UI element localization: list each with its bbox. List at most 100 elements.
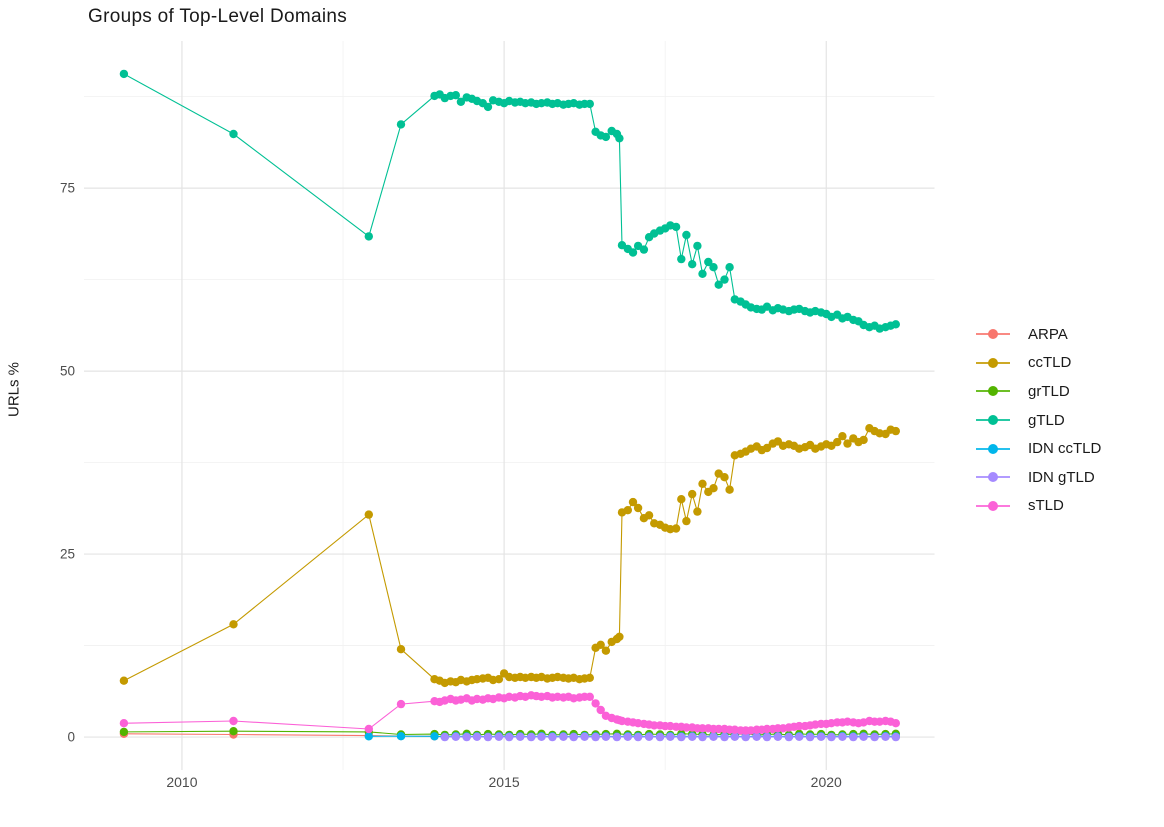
data-point [451,732,460,741]
data-point [762,732,772,742]
data-point [720,473,729,482]
x-tick-label: 2015 [489,774,520,790]
data-point [720,732,729,742]
data-point [229,727,238,736]
legend-item-gtld: gTLD [976,406,1101,435]
legend-line-dot-icon [976,443,1010,455]
y-tick-label: 50 [60,364,75,379]
data-point [725,485,734,494]
data-point [805,732,815,742]
data-point [505,732,514,742]
data-point [859,732,868,741]
legend-line-dot-icon [976,414,1010,426]
data-point [639,245,649,254]
data-point [462,732,471,742]
data-point [396,699,406,709]
data-point [709,484,718,493]
data-point [870,732,879,742]
series-stld [119,691,900,735]
data-point [119,69,129,79]
data-point [119,676,129,685]
data-point [891,320,900,329]
data-point [623,506,632,515]
data-point [827,732,836,742]
data-point [628,248,638,257]
data-point [456,97,466,107]
data-point [591,699,600,708]
data-point [666,732,675,741]
data-point [229,129,238,139]
data-point [601,132,611,142]
data-point [693,241,702,251]
data-point [730,732,739,741]
legend-item-stld: sTLD [976,492,1101,521]
data-point [859,435,868,445]
data-point [714,280,723,289]
x-tick-label: 2010 [166,774,197,790]
data-point [698,479,707,488]
data-point [704,257,713,267]
data-point [119,727,129,737]
legend-line-dot-icon [976,357,1010,369]
y-tick-label: 0 [67,730,75,745]
data-point [596,705,605,715]
series-idn-gtld [440,732,900,742]
data-point [494,675,504,684]
legend-line-dot-icon [976,471,1010,483]
data-point [596,640,605,649]
data-point [644,732,654,741]
legend-item-cctld: ccTLD [976,349,1101,378]
data-point [601,646,611,655]
data-point [671,222,681,232]
data-point [833,437,842,447]
data-point [655,732,665,742]
data-point [741,732,750,742]
data-point [472,732,482,741]
data-point [396,732,406,741]
data-point [688,732,697,741]
data-point [688,489,697,499]
data-point [677,495,686,504]
data-point [838,432,847,441]
data-point [693,507,702,516]
data-point [569,732,578,742]
legend-item-idn-gtld: IDN gTLD [976,463,1101,492]
data-point [364,510,373,519]
data-point [698,269,707,278]
data-point [119,719,129,728]
data-point [516,732,525,741]
data-point [682,516,691,526]
legend-label: ARPA [1028,325,1068,343]
data-point [585,673,594,682]
data-point [838,732,847,741]
data-point [229,620,238,629]
legend-line-dot-icon [976,385,1010,397]
data-point [677,254,686,264]
data-point [773,732,783,741]
data-point [612,732,622,742]
series-cctld [119,424,900,688]
data-point [483,102,493,112]
data-point [709,263,718,272]
legend: ARPA ccTLD grTLD gTLD IDN ccTLD IDN gTLD sTLD [976,320,1101,520]
data-point [843,439,852,448]
data-point [440,732,449,742]
data-point [698,732,707,742]
data-point [591,732,600,742]
data-point [451,91,460,100]
data-point [537,732,546,741]
legend-label: IDN gTLD [1028,468,1095,486]
data-point [881,732,890,741]
series-gtld [119,69,900,333]
legend-label: gTLD [1028,411,1065,429]
legend-item-grtld: grTLD [976,377,1101,406]
data-point [688,260,697,269]
legend-item-idn-cctld: IDN ccTLD [976,434,1101,463]
data-point [709,732,718,741]
data-point [628,497,638,507]
data-point [396,645,406,654]
data-point [795,721,804,731]
y-tick-label: 75 [60,181,75,196]
data-point [585,99,594,109]
axis-tick-labels: 0 25 50 75 2010 2015 2020 [60,181,842,790]
